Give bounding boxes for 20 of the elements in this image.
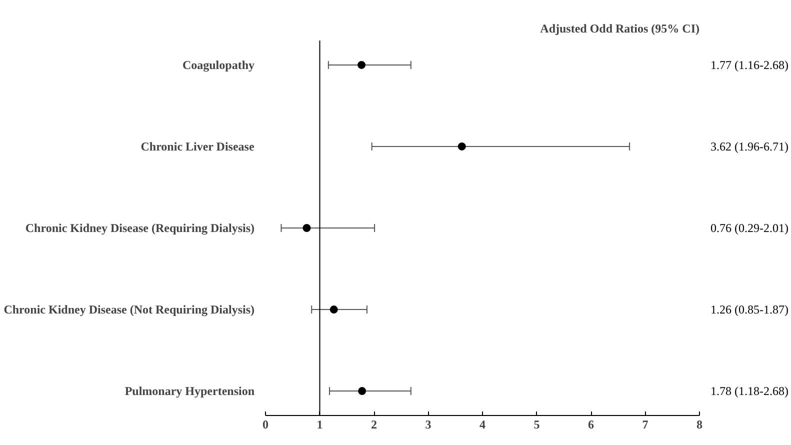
y-tick-label: Chronic Liver Disease <box>140 139 255 154</box>
x-tick-label: 8 <box>696 418 702 432</box>
x-tick-label: 1 <box>316 418 323 432</box>
x-tick-label: 7 <box>642 418 648 432</box>
x-tick-label: 2 <box>371 418 377 432</box>
y-tick-label: Chronic Kidney Disease (Requiring Dialysis) <box>25 221 255 235</box>
y-tick-label: Chronic Kidney Disease (Not Requiring Dialysis) <box>4 302 255 317</box>
x-tick-label: 3 <box>425 418 432 432</box>
text: 1.26 (0.85-1.87) <box>710 302 788 317</box>
x-tick-label: 5 <box>534 418 540 432</box>
y-tick-label: Pulmonary Hypertension <box>124 384 255 398</box>
x-tick-label: 4 <box>480 418 486 432</box>
x-tick-label: 0 <box>262 418 268 432</box>
chart-title: Adjusted Odd Ratios (95% CI) <box>540 22 700 36</box>
text: 0.76 (0.29-2.01) <box>710 221 788 235</box>
text: 1.78 (1.18-2.68) <box>710 384 788 398</box>
y-tick-label: Coagulopathy <box>182 58 255 72</box>
text: 1.77 (1.16-2.68) <box>710 58 788 72</box>
x-tick-label: 6 <box>588 418 594 432</box>
text: 3.62 (1.96-6.71) <box>710 139 788 154</box>
